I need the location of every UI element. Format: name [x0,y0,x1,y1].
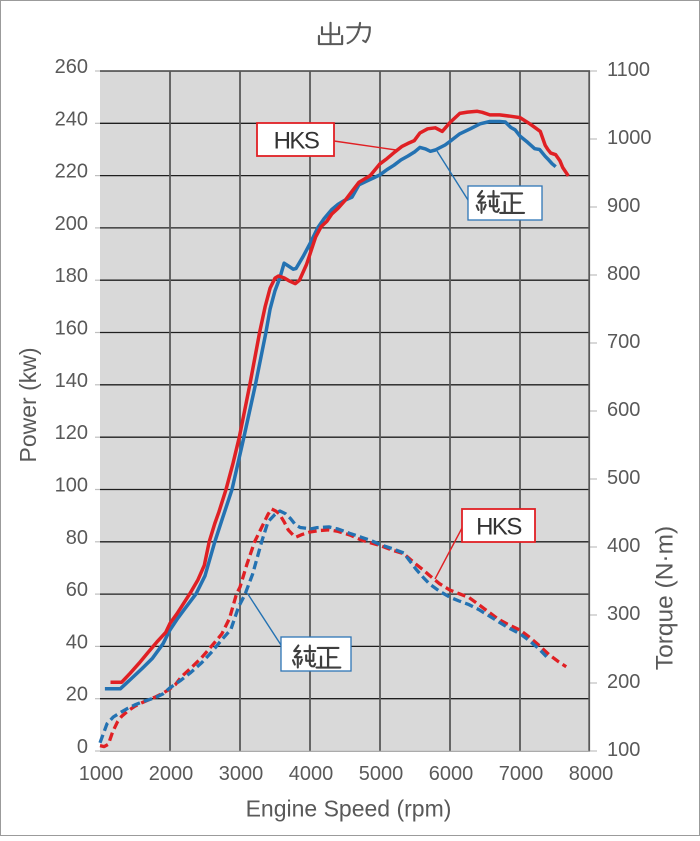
svg-text:500: 500 [607,467,640,489]
svg-text:200: 200 [55,213,88,235]
svg-text:100: 100 [607,739,640,761]
svg-text:HKS: HKS [274,128,319,155]
svg-text:700: 700 [607,331,640,353]
svg-text:80: 80 [66,527,88,549]
svg-text:220: 220 [55,161,88,183]
svg-text:0: 0 [77,736,88,758]
svg-text:120: 120 [55,422,88,444]
svg-text:Torque (N·m): Torque (N·m) [652,526,679,670]
svg-text:3000: 3000 [219,763,264,785]
svg-text:Engine Speed (rpm): Engine Speed (rpm) [246,796,452,822]
svg-text:1000: 1000 [607,127,652,149]
svg-text:900: 900 [607,195,640,217]
svg-text:200: 200 [607,671,640,693]
svg-text:260: 260 [55,56,88,78]
svg-text:Power (kw): Power (kw) [15,347,41,462]
svg-text:180: 180 [55,265,88,287]
svg-text:2000: 2000 [149,763,194,785]
svg-text:1100: 1100 [607,59,650,81]
svg-text:300: 300 [607,603,640,625]
svg-text:60: 60 [66,579,88,601]
svg-text:7000: 7000 [499,763,544,785]
svg-text:1000: 1000 [79,763,124,785]
svg-text:20: 20 [66,684,88,706]
svg-text:6000: 6000 [429,763,474,785]
svg-text:40: 40 [66,631,88,653]
svg-text:5000: 5000 [359,763,404,785]
svg-text:160: 160 [55,318,88,340]
svg-text:240: 240 [55,108,88,130]
svg-text:400: 400 [607,535,640,557]
svg-text:600: 600 [607,399,640,421]
svg-text:HKS: HKS [476,513,521,540]
svg-text:8000: 8000 [569,763,614,785]
svg-text:140: 140 [55,370,88,392]
svg-text:4000: 4000 [289,763,334,785]
svg-text:800: 800 [607,263,640,285]
svg-text:100: 100 [55,475,88,497]
